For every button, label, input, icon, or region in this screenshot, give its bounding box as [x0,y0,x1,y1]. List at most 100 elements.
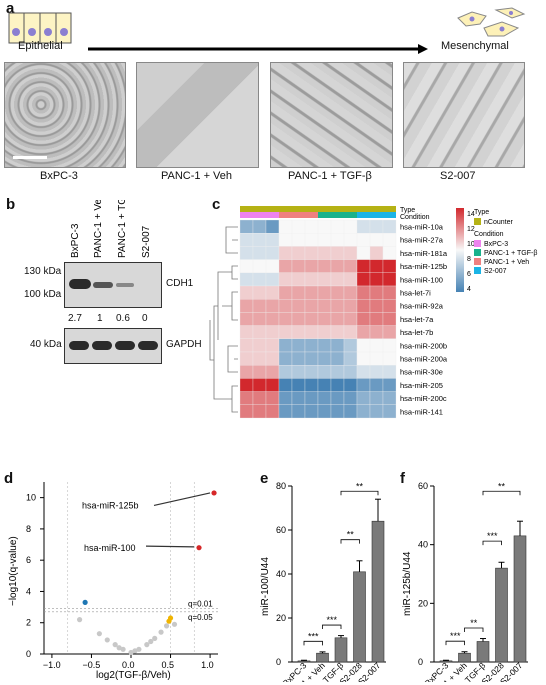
condition-annotation-cell [305,212,318,218]
heatmap-cell [291,351,306,366]
heatmap-cell [265,325,280,339]
heatmap-cell [317,219,332,234]
heatmap-cell [304,351,319,366]
heatmap-row-label: hsa-let-7b [400,328,433,337]
gapdh-label: GAPDH [166,339,202,350]
condition-annotation-cell [292,212,305,218]
heatmap-cell [317,325,332,339]
heatmap-cell [291,299,306,313]
significance-label: ** [347,530,355,540]
condition-row-label: Condition [400,214,430,221]
y-tick-label: 0 [26,649,31,659]
heatmap-cell [369,365,384,379]
heatmap-cell [356,219,371,234]
heatmap-cell [369,246,384,260]
heatmap-cell [239,312,254,326]
heatmap-cell [317,246,332,260]
annotation-arrow [153,492,211,507]
heatmap-cell [265,259,280,273]
heatmap-cell [330,325,345,339]
heatmap-cell [304,285,319,300]
bar [297,660,311,663]
significance-bracket [322,624,342,630]
type-annotation-cell [279,206,292,212]
volcano-point [82,599,88,605]
heatmap-cell [369,233,384,247]
heatmap-cell [239,272,254,287]
heatmap-cell [291,404,306,419]
heatmap-cell [369,285,384,300]
lane-label-s2-007: S2-007 [141,225,152,258]
legend-swatch [474,249,481,256]
heatmap-cell [252,259,267,273]
x-axis-label: log2(TGF-β/Veh) [96,670,171,681]
volcano-point [136,646,142,652]
gapdh-band [115,341,135,350]
annotation-mir100: hsa-miR-100 [84,543,136,553]
heatmap-cell [252,233,267,247]
heatmap-cell [317,312,332,326]
y-tick-label: 4 [26,586,31,596]
panel-c-letter: c [212,196,221,213]
heatmap-cell [291,233,306,247]
type-annotation-cell [292,206,305,212]
volcano-plot: −1.0 −0.5 0.0 0.5 1.0 0 2 4 6 8 10 q=0.01 q=0.05 hsa-… [8,482,218,681]
heatmap-cell [278,233,293,247]
heatmap-row-label: hsa-miR-125b [400,262,447,271]
legend-swatch [474,218,481,225]
heatmap-cell [382,259,397,273]
legend-condition-item: BxPC-3 [484,241,508,248]
heatmap-cell [291,246,306,260]
condition-annotation-cell [357,212,370,218]
heatmap-cell [239,351,254,366]
condition-annotation-cell [370,212,383,218]
heatmap-cell [356,378,371,392]
heatmap-cell [304,404,319,419]
heatmap-cell [278,299,293,313]
heatmap-cell [265,272,280,287]
heatmap-cell [304,219,319,234]
heatmap-cell [239,404,254,419]
significance-bracket [445,640,465,646]
heatmap-cell [304,246,319,260]
gapdh-blot [64,328,162,364]
type-annotation-cell [240,206,253,212]
significance-bracket [464,627,484,632]
lane-label-panc1-tgfb: PANC-1 + TGF-β [117,200,128,258]
heatmap-cell [356,259,371,273]
volcano-point [112,642,118,648]
heatmap-row-label: hsa-miR-92a [400,302,444,311]
legend-condition-item: PANC-1 + Veh [484,259,529,266]
heatmap-cell [278,285,293,300]
bar [316,652,329,663]
cdh1-label: CDH1 [166,278,194,289]
significance-label: ** [470,618,478,628]
heatmap-cell [343,299,358,313]
heatmap-cell [278,312,293,326]
heatmap-cell [369,272,384,287]
heatmap-cell [239,219,254,234]
heatmap-cell [369,325,384,339]
gapdh-band [138,341,158,350]
volcano-point [152,635,158,641]
heatmap-cell [278,378,293,392]
heatmap-cell [239,391,254,405]
color-scale-tick: 10 [467,241,475,248]
heatmap-cell [291,312,306,326]
heatmap-cell [265,351,280,366]
color-scale-tick: 4 [467,286,471,293]
volcano-point [132,648,138,654]
quant-bxpc3: 2.7 [68,313,82,324]
significance-bracket [340,490,379,496]
x-tick-label: −0.5 [82,660,100,670]
heatmap-cell [330,299,345,313]
bar [334,637,348,663]
heatmap-cell [343,272,358,287]
heatmap-cell [356,351,371,366]
panel-a-letter: a [6,0,15,17]
heatmap-row-label: hsa-miR-100 [400,275,443,284]
heatmap-cell [252,338,267,353]
y-axis-label: −log10(q-value) [8,536,19,606]
heatmap-cell [278,246,293,260]
